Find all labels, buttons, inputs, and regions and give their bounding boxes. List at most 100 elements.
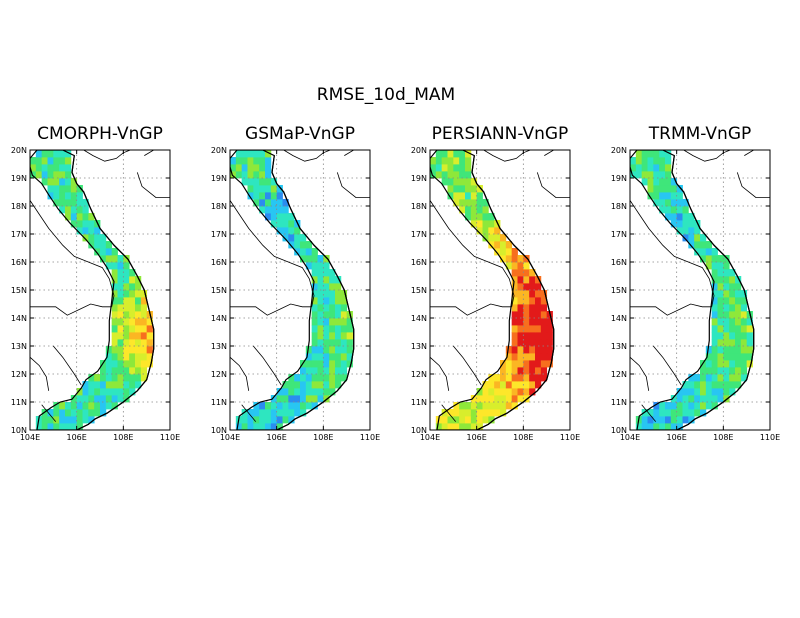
heatmap-cell xyxy=(282,227,289,235)
heatmap-cell xyxy=(676,220,683,228)
heatmap-cell xyxy=(529,381,536,389)
heatmap-cell xyxy=(117,311,124,319)
heatmap-cell xyxy=(529,332,536,340)
heatmap-cell xyxy=(735,381,742,389)
heatmap-cell xyxy=(740,311,748,319)
heatmap-cell xyxy=(276,220,283,228)
heatmap-cell xyxy=(335,353,342,361)
heatmap-cell xyxy=(635,423,643,430)
country-border xyxy=(630,356,650,391)
heatmap-cell xyxy=(517,395,524,403)
heatmap-cell xyxy=(430,164,437,172)
heatmap-cell xyxy=(111,269,118,277)
heatmap-cell xyxy=(488,213,495,221)
heatmap-cell xyxy=(529,346,536,354)
heatmap-cell xyxy=(453,409,460,417)
heatmap-cell xyxy=(247,171,254,179)
heatmap-cell xyxy=(329,311,336,319)
heatmap-cell xyxy=(447,416,454,424)
heatmap-cell xyxy=(729,332,736,340)
heatmap-cell xyxy=(329,304,336,312)
heatmap-cell xyxy=(670,416,678,424)
heatmap-cell xyxy=(65,185,72,193)
heatmap-cell xyxy=(53,199,60,207)
heatmap-cell xyxy=(729,325,736,333)
coastline xyxy=(71,155,155,430)
heatmap-cell xyxy=(517,346,524,354)
heatmap-cell xyxy=(323,283,330,291)
heatmap-cell xyxy=(70,185,78,193)
heatmap-cell xyxy=(65,206,72,214)
heatmap-cell xyxy=(340,325,348,333)
heatmap-cell xyxy=(300,409,307,417)
heatmap-cell xyxy=(123,262,130,270)
heatmap-cell xyxy=(282,416,289,424)
heatmap-cell xyxy=(123,381,130,389)
country-border xyxy=(230,303,312,316)
hainan-island xyxy=(336,150,370,199)
heatmap-cell xyxy=(694,381,701,389)
heatmap-cell xyxy=(735,339,742,347)
heatmap-cell xyxy=(630,171,637,179)
heatmap-cells xyxy=(230,150,353,430)
heatmap-cell xyxy=(459,185,466,193)
heatmap-cell xyxy=(311,395,318,403)
heatmap-cell xyxy=(235,171,243,179)
heatmap-cell xyxy=(717,332,724,340)
heatmap-cell xyxy=(476,185,483,193)
heatmap-cell xyxy=(88,220,95,228)
y-tick-label: 12N xyxy=(11,370,27,379)
y-tick-label: 10N xyxy=(211,426,227,435)
heatmap-cell xyxy=(459,199,466,207)
heatmap-cell xyxy=(494,409,501,417)
heatmap-cell xyxy=(276,395,283,403)
heatmap-cell xyxy=(111,255,118,263)
heatmap-cell xyxy=(740,332,748,340)
heatmap-cell xyxy=(500,395,507,403)
country-border xyxy=(241,404,257,422)
y-tick-label: 15N xyxy=(411,286,427,295)
y-tick-label: 16N xyxy=(411,258,427,267)
x-tick-label: 106E xyxy=(667,433,687,442)
heatmap-cell xyxy=(723,269,730,277)
y-tick-label: 11N xyxy=(11,398,27,407)
y-tick-label: 17N xyxy=(11,230,27,239)
heatmap-cell xyxy=(494,374,501,382)
heatmap-cell xyxy=(470,199,478,207)
heatmap-cell xyxy=(47,157,54,165)
heatmap-cell xyxy=(317,276,324,284)
heatmap-cell xyxy=(523,311,530,319)
heatmap-cell xyxy=(523,367,530,375)
heatmap-cell xyxy=(111,248,118,256)
heatmap-cell xyxy=(729,353,736,361)
heatmap-cell xyxy=(729,304,736,312)
heatmap-cell xyxy=(705,367,713,375)
heatmap-cell xyxy=(59,409,66,417)
heatmap-cell xyxy=(317,360,324,368)
heatmap-cell xyxy=(717,269,724,277)
heatmap-cell xyxy=(305,255,313,263)
heatmap-cell xyxy=(129,346,136,354)
heatmap-cell xyxy=(700,402,707,410)
heatmap-cell xyxy=(465,199,472,207)
heatmap-cell xyxy=(540,346,548,354)
heatmap-cell xyxy=(488,220,495,228)
heatmap-cell xyxy=(59,157,66,165)
heatmap-cell xyxy=(329,332,336,340)
heatmap-cell xyxy=(540,297,548,305)
heatmap-cell xyxy=(247,423,254,430)
heatmap-cell xyxy=(117,262,124,270)
heatmap-cell xyxy=(340,318,348,326)
heatmap-cell xyxy=(259,164,266,172)
heatmap-cell xyxy=(59,423,66,430)
heatmap-cell xyxy=(311,248,318,256)
heatmap-cell xyxy=(340,339,348,347)
heatmap-cell xyxy=(335,290,342,298)
heatmap-cell xyxy=(317,374,324,382)
heatmap-cell xyxy=(317,318,324,326)
heatmap-cell xyxy=(135,318,142,326)
y-tick-label: 11N xyxy=(611,398,627,407)
heatmap-cell xyxy=(717,290,724,298)
heatmap-cell xyxy=(270,395,278,403)
heatmap-cell xyxy=(282,409,289,417)
